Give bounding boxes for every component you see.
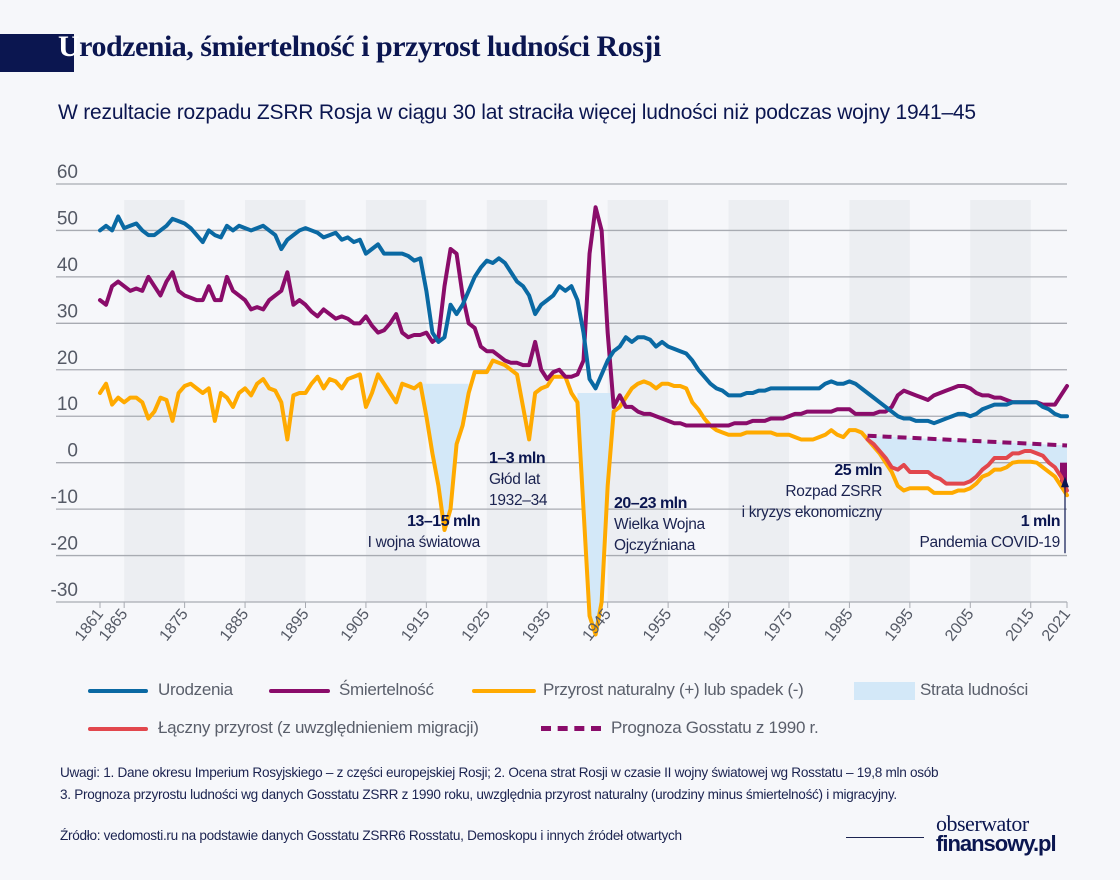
annotation-label: Rozpad ZSRR: [785, 483, 882, 500]
annotation-label: Pandemia COVID-19: [920, 534, 1061, 551]
annotation-label: i kryzys ekonomiczny: [742, 504, 883, 521]
x-tick-label: 1905: [338, 606, 373, 645]
population-loss-area: [867, 435, 1067, 491]
y-tick-label: 50: [57, 208, 78, 229]
annotation-label: Ojczyźniana: [614, 537, 696, 554]
x-tick-label: 1985: [821, 606, 856, 645]
x-tick-label: 1935: [519, 606, 554, 645]
x-tick-label: 1995: [882, 606, 917, 645]
x-tick-label: 1915: [398, 606, 433, 645]
x-tick-label: 1975: [761, 606, 796, 645]
y-tick-label: 40: [57, 255, 78, 276]
y-tick-label: 20: [57, 348, 78, 369]
note-line-2: 3. Prognoza przyrostu ludności wg danych…: [60, 787, 897, 802]
annotation-value: 25 mln: [834, 462, 882, 479]
series-line-deaths: [98, 205, 1069, 428]
y-tick-label: 10: [57, 394, 78, 415]
y-tick-label: 0: [67, 441, 78, 462]
population-loss-area: [577, 393, 614, 635]
x-tick-label: 1865: [96, 606, 131, 645]
annotation-label: Wielka Wojna: [614, 516, 706, 533]
legend-label-deaths: Śmiertelność: [339, 680, 434, 699]
annotation-value: 1 mln: [1021, 513, 1060, 530]
x-tick-label: 1925: [459, 606, 494, 645]
y-tick-label: -20: [51, 534, 78, 555]
legend-swatch-births: [88, 689, 148, 693]
series-line-natural: [98, 358, 1069, 637]
decade-band: [245, 200, 306, 602]
annotation-value: 1–3 mln: [489, 450, 545, 467]
logo-line-1: obserwator: [936, 811, 1029, 836]
series-line-births: [98, 214, 1069, 426]
series-line-total: [865, 437, 1069, 493]
title-first-letter: U: [58, 30, 80, 63]
x-tick-label: 1885: [217, 606, 252, 645]
title-accent-block: [0, 34, 74, 72]
annotation-label: Głód lat: [489, 471, 541, 488]
series-line-forecast: [867, 433, 1068, 448]
annotation-label: 1932–34: [489, 492, 548, 509]
covid-loss-bar: [1060, 462, 1067, 484]
x-tick-label: 1955: [640, 606, 675, 645]
x-tick-label: 1875: [156, 606, 191, 645]
title-rest: rodzenia, śmiertelność i przyrost ludnoś…: [79, 30, 661, 63]
x-tick-label: 2015: [1003, 606, 1038, 645]
legend-swatch-deaths: [269, 689, 330, 693]
x-tick-label: 1965: [700, 606, 735, 645]
source-divider: [846, 837, 924, 838]
chart-subtitle: W rezultacie rozpadu ZSRR Rosja w ciągu …: [58, 101, 976, 124]
logo-line-2: finansowy.pl: [936, 831, 1057, 856]
decade-band: [728, 200, 789, 602]
annotation-value: 13–15 mln: [407, 513, 480, 530]
y-tick-label: -30: [51, 580, 78, 601]
legend-label-total: Łączny przyrost (z uwzględnieniem migrac…: [158, 718, 479, 737]
legend-label-natural: Przyrost naturalny (+) lub spadek (-): [543, 680, 804, 699]
y-tick-label: -10: [51, 487, 78, 508]
logo: obserwator finansowy.pl: [936, 811, 1057, 856]
x-tick-label: 2021: [1039, 606, 1074, 645]
legend-label-births: Urodzenia: [158, 680, 233, 699]
population-loss-area: [420, 383, 469, 531]
x-tick-label: 1945: [580, 606, 615, 645]
legend-label-forecast: Prognoza Gosstatu z 1990 r.: [611, 718, 819, 737]
legend-swatch-total: [88, 727, 148, 731]
y-tick-label: 30: [57, 301, 78, 322]
decade-band: [124, 200, 185, 602]
x-tick-label: 1895: [277, 606, 312, 645]
chart-title: Urodzenia, śmiertelność i przyrost ludno…: [58, 30, 661, 64]
annotation-value: 20–23 mln: [614, 495, 687, 512]
legend-swatch-natural: [472, 689, 536, 693]
x-tick-label: 2005: [942, 606, 977, 645]
legend-swatch-loss: [854, 682, 915, 700]
decade-band: [486, 200, 548, 602]
source-note: Źródło: vedomosti.ru na podstawie danych…: [60, 828, 682, 843]
legend-label-loss: Strata ludności: [920, 680, 1028, 699]
annotation-label: I wojna światowa: [368, 534, 481, 551]
legend-swatch-forecast: [541, 726, 601, 731]
y-tick-label: 60: [57, 162, 78, 183]
note-line-1: Uwagi: 1. Dane okresu Imperium Rosyjskie…: [60, 765, 939, 780]
covid-arrow-head: [1061, 476, 1069, 488]
